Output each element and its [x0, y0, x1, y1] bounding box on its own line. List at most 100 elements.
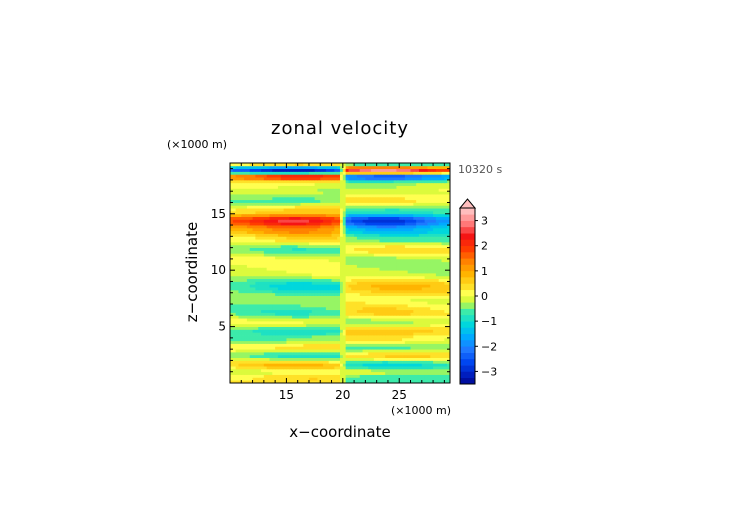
field-cell: [325, 244, 330, 249]
field-cell: [430, 315, 434, 319]
field-cell: [238, 219, 242, 223]
field-cell: [354, 205, 358, 209]
field-cell: [435, 247, 440, 251]
field-cell: [379, 309, 383, 313]
field-cell: [382, 320, 386, 325]
field-cell: [342, 357, 347, 361]
field-cell: [416, 241, 420, 246]
field-cell: [345, 247, 349, 251]
field-cell: [342, 278, 347, 282]
field-cell: [325, 227, 330, 232]
field-cell: [435, 320, 440, 325]
field-cell: [300, 208, 304, 212]
field-cell: [365, 261, 369, 265]
field-cell: [376, 241, 380, 246]
field-cell: [416, 239, 420, 243]
field-cell: [359, 340, 363, 344]
field-cell: [255, 346, 259, 350]
field-cell: [356, 320, 361, 325]
field-cell: [286, 380, 290, 384]
field-cell: [438, 295, 442, 299]
field-cell: [308, 258, 313, 263]
field-cell: [263, 292, 268, 296]
field-cell: [323, 360, 327, 364]
field-cell: [390, 216, 394, 220]
field-cell: [365, 210, 369, 215]
field-cell: [376, 227, 380, 232]
field-cell: [435, 295, 440, 299]
field-cell: [232, 270, 237, 274]
field-cell: [269, 284, 273, 288]
field-cell: [379, 227, 383, 232]
field-cell: [433, 337, 437, 342]
field-cell: [297, 377, 301, 381]
field-cell: [356, 233, 361, 237]
field-cell: [292, 366, 296, 370]
field-cell: [413, 205, 417, 209]
field-cell: [325, 368, 330, 373]
field-cell: [351, 219, 355, 223]
field-cell: [345, 233, 349, 237]
field-cell: [402, 202, 406, 206]
field-cell: [275, 253, 279, 257]
field-cell: [303, 306, 307, 311]
field-cell: [393, 227, 397, 232]
field-cell: [272, 360, 276, 364]
field-cell: [306, 335, 310, 339]
field-cell: [320, 273, 324, 277]
field-cell: [348, 241, 352, 246]
field-cell: [348, 289, 352, 294]
field-cell: [354, 368, 358, 373]
field-cell: [334, 323, 338, 327]
field-cell: [286, 239, 290, 243]
field-cell: [289, 332, 293, 336]
field-cell: [308, 346, 313, 350]
field-cell: [272, 366, 276, 370]
field-cell: [402, 304, 406, 308]
field-cell: [277, 304, 282, 308]
field-cell: [280, 222, 284, 226]
field-cell: [373, 332, 378, 336]
field-cell: [314, 256, 318, 260]
field-cell: [337, 371, 341, 375]
field-cell: [286, 298, 290, 302]
field-cell: [323, 309, 327, 313]
field-cell: [371, 284, 375, 288]
field-cell: [331, 264, 335, 268]
field-cell: [252, 363, 256, 367]
time-label: 10320 s: [458, 163, 502, 176]
field-cell: [390, 329, 394, 333]
field-cell: [402, 273, 406, 277]
field-cell: [365, 360, 369, 364]
field-cell: [435, 225, 440, 229]
field-cell: [308, 222, 313, 226]
field-cell: [306, 301, 310, 305]
field-cell: [320, 227, 324, 232]
field-cell: [376, 205, 380, 209]
field-cell: [444, 354, 448, 359]
field-cell: [337, 292, 341, 296]
field-cell: [269, 351, 273, 356]
field-cell: [261, 225, 265, 229]
field-cell: [447, 267, 451, 271]
field-cell: [379, 380, 383, 384]
field-cell: [348, 351, 352, 356]
field-cell: [286, 363, 290, 367]
field-cell: [356, 298, 361, 302]
field-cell: [416, 349, 420, 353]
field-cell: [359, 343, 363, 347]
field-cell: [294, 230, 299, 234]
field-cell: [340, 250, 344, 254]
field-cell: [424, 230, 428, 234]
field-cell: [252, 332, 256, 336]
field-cell: [255, 233, 259, 237]
field-cell: [263, 368, 268, 373]
field-cell: [263, 346, 268, 350]
field-cell: [306, 244, 310, 249]
field-cell: [308, 208, 313, 212]
field-cell: [368, 318, 372, 322]
field-cell: [356, 230, 361, 234]
field-cell: [379, 253, 383, 257]
field-cell: [280, 363, 284, 367]
field-cell: [331, 315, 335, 319]
